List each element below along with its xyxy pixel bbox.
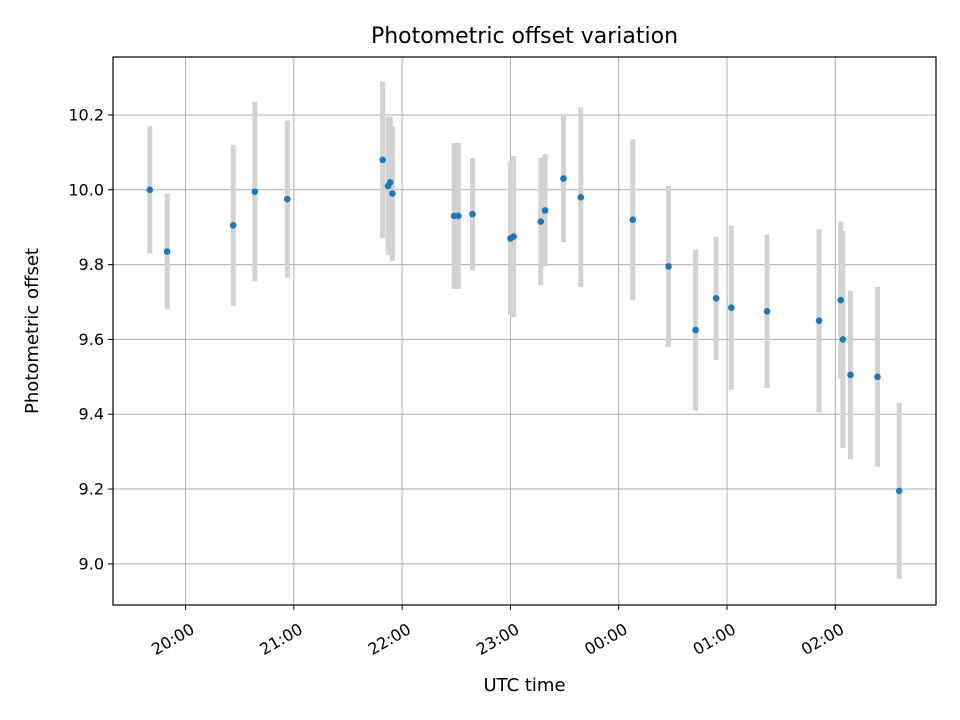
data-point: [163, 248, 171, 255]
y-tick-label: 9.8: [79, 255, 104, 274]
data-point: [541, 207, 549, 214]
data-point: [469, 210, 476, 218]
data-point: [874, 373, 881, 381]
data-point: [386, 179, 394, 186]
data-point: [815, 317, 823, 325]
data-point: [389, 190, 396, 197]
data-point: [455, 212, 462, 220]
y-tick-label: 9.0: [79, 554, 104, 573]
y-axis-ticks: 9.0 9.2 9.4 9.6 9.8 10.0 10.2: [68, 105, 113, 573]
data-point: [229, 222, 237, 229]
data-point: [379, 156, 386, 164]
x-axis-title: UTC time: [483, 675, 565, 696]
grid-lines: [113, 57, 936, 605]
data-point: [577, 193, 585, 201]
data-point: [839, 336, 847, 343]
data-point: [728, 304, 735, 311]
data-point: [537, 218, 545, 225]
data-point: [895, 487, 903, 495]
y-tick-label: 9.4: [79, 405, 104, 424]
chart-title: Photometric offset variation: [371, 24, 678, 49]
data-point: [847, 371, 854, 379]
data-points: [146, 156, 903, 495]
data-point: [510, 233, 517, 240]
data-point: [146, 186, 154, 194]
data-point: [763, 308, 771, 315]
y-tick-label: 10.2: [68, 105, 104, 124]
data-point: [560, 175, 567, 182]
y-tick-label: 10.0: [68, 180, 104, 199]
data-point: [251, 188, 259, 195]
data-point: [629, 216, 637, 224]
data-point: [284, 195, 291, 203]
y-tick-label: 9.2: [79, 480, 104, 499]
data-point: [712, 294, 720, 302]
y-axis-title: Photometric offset: [22, 248, 43, 414]
data-point: [665, 263, 672, 270]
data-point: [837, 296, 845, 304]
data-point: [692, 326, 699, 334]
plot-area-frame: [112, 56, 937, 606]
y-tick-label: 9.6: [79, 330, 104, 349]
